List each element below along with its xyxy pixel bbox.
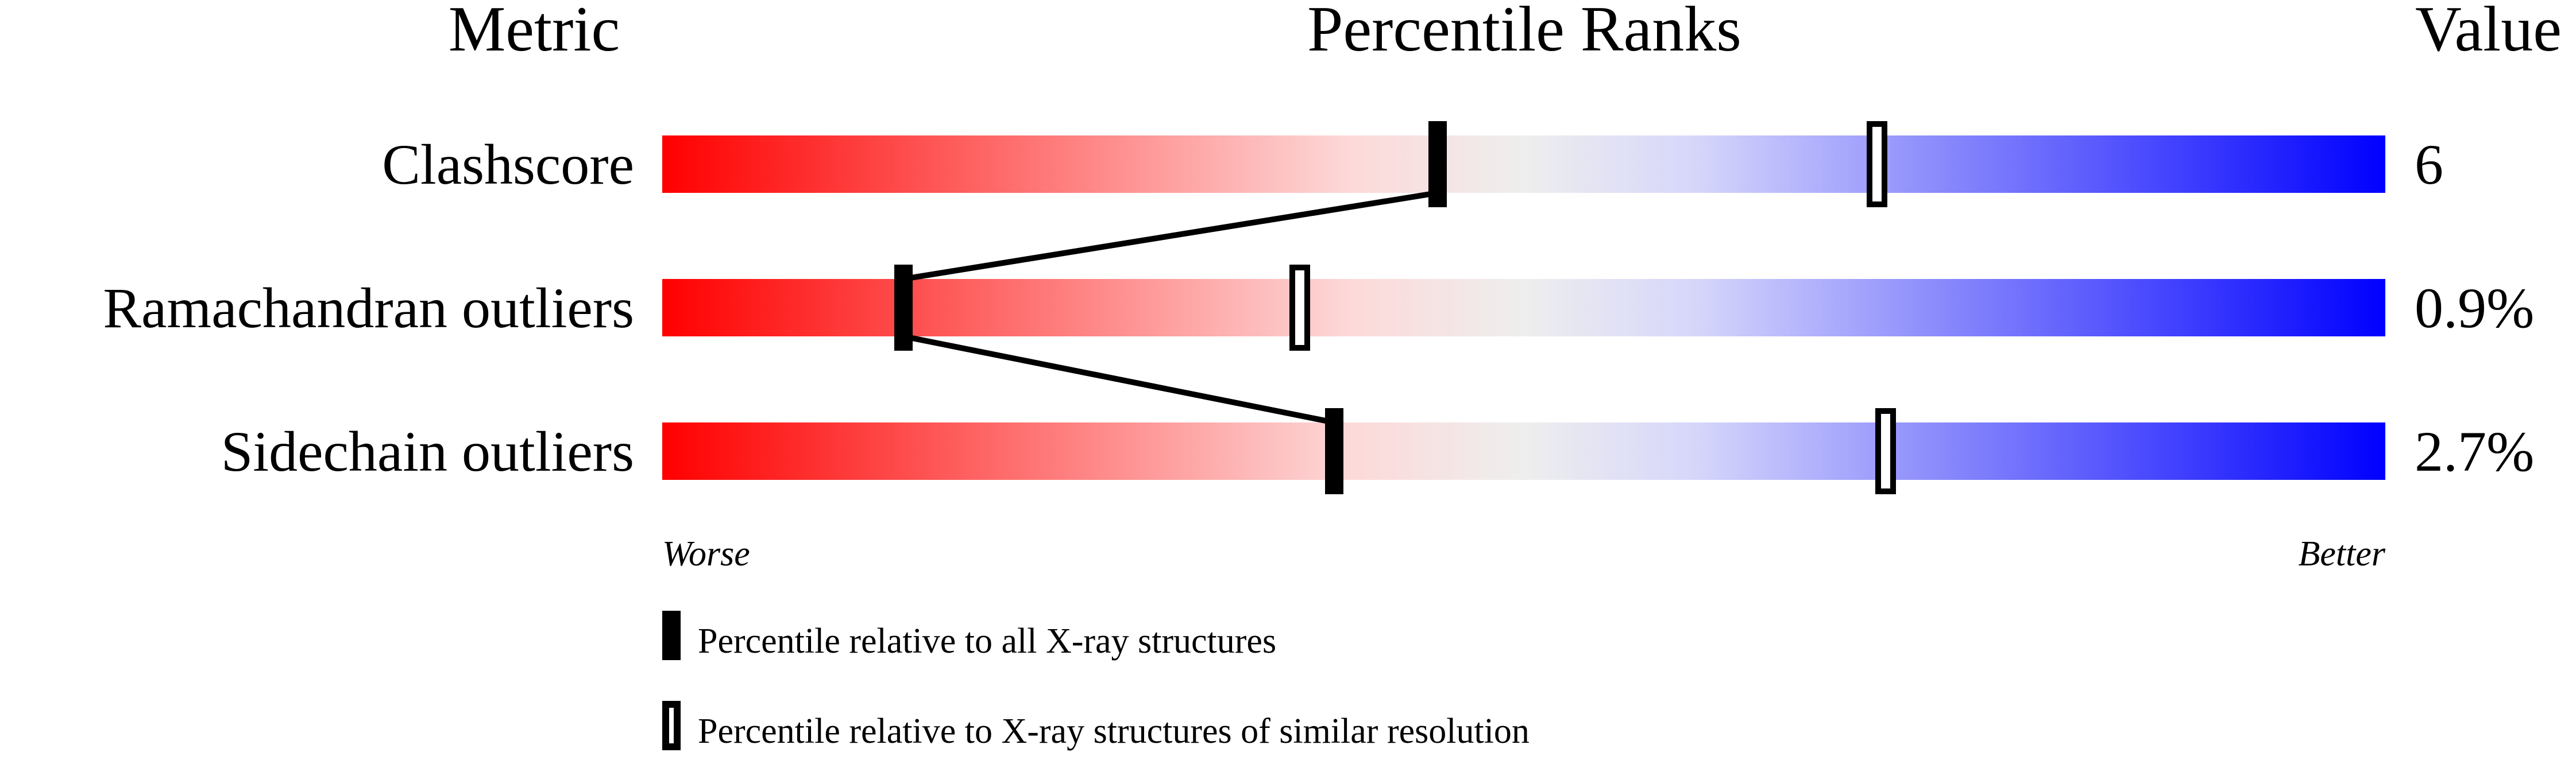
header-value: Value xyxy=(2415,0,2562,65)
axis-better-label: Better xyxy=(2299,534,2386,573)
metric-label: Clashscore xyxy=(382,133,634,196)
percentile-bar xyxy=(662,422,2385,480)
percentile-bar xyxy=(662,279,2385,336)
legend-filled-marker xyxy=(662,611,681,660)
percentile-bar xyxy=(662,135,2385,193)
legend-open-marker xyxy=(662,701,681,750)
header-percentile-ranks: Percentile Ranks xyxy=(1307,0,1741,65)
marker-similar-resolution xyxy=(1875,408,1896,494)
metric-value: 6 xyxy=(2415,133,2443,196)
marker-all-structures xyxy=(894,265,913,351)
marker-similar-resolution xyxy=(1289,265,1310,351)
marker-all-structures xyxy=(1428,121,1447,207)
marker-similar-resolution xyxy=(1867,121,1887,207)
metric-label: Ramachandran outliers xyxy=(103,276,634,340)
metric-label: Sidechain outliers xyxy=(221,420,634,483)
metric-value: 0.9% xyxy=(2415,276,2534,340)
legend-filled-label: Percentile relative to all X-ray structu… xyxy=(698,622,1276,661)
connector-line xyxy=(903,190,1438,282)
header-metric: Metric xyxy=(449,0,620,65)
axis-worse-label: Worse xyxy=(662,534,750,573)
metric-value: 2.7% xyxy=(2415,420,2534,483)
legend-open-label: Percentile relative to X-ray structures … xyxy=(698,712,1530,751)
marker-all-structures xyxy=(1325,408,1343,494)
connector-line xyxy=(903,334,1335,425)
